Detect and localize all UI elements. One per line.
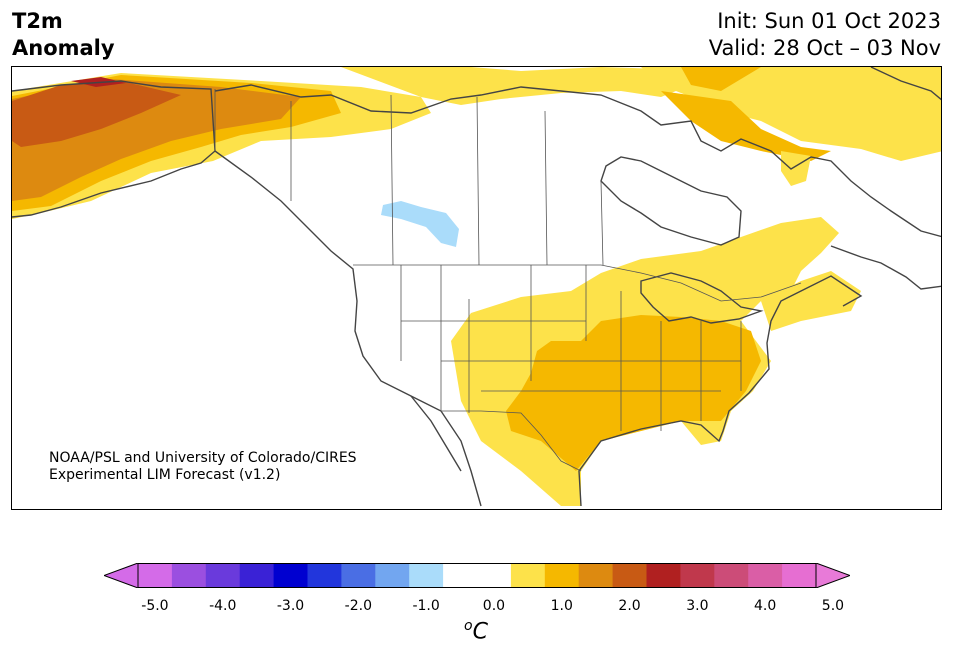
anomaly-map <box>11 66 942 510</box>
colorbar-bin <box>307 563 342 588</box>
northeast-anomaly-yellow <box>761 271 861 331</box>
valid-date: Valid: 28 Oct – 03 Nov <box>708 36 941 60</box>
colorbar-bin <box>239 563 275 588</box>
forecast-dates: Init: Sun 01 Oct 2023 Valid: 28 Oct – 03… <box>709 8 941 62</box>
colorbar-bin <box>578 563 614 588</box>
colorbar-bin <box>612 563 647 588</box>
map-title: T2m Anomaly <box>12 8 115 62</box>
colorbar-tick-label: 3.0 <box>686 598 709 614</box>
us-anomaly-gold <box>506 315 761 471</box>
colorbar-tick-label: -3.0 <box>276 598 305 614</box>
arctic-anomaly-yellow <box>341 67 701 105</box>
colorbar-tick-label: -5.0 <box>141 598 169 614</box>
us-mexico-border <box>441 410 582 472</box>
colorbar <box>104 563 850 588</box>
colorbar-tick-label: 2.0 <box>618 598 641 614</box>
colorbar-tick-label: 4.0 <box>754 598 777 614</box>
credit-line-2: Experimental LIM Forecast (v1.2) <box>49 467 281 483</box>
pacific-coast <box>214 150 482 507</box>
colorbar-unit: oC <box>464 618 488 644</box>
alaska-coast <box>12 80 216 218</box>
great-lakes <box>640 272 764 324</box>
gulf-coast <box>578 275 863 507</box>
colorbar-bin <box>714 563 749 588</box>
greenland-coast <box>870 67 941 101</box>
colorbar-tick-label: -1.0 <box>412 598 440 614</box>
colorbar-tick-label: 1.0 <box>550 598 573 614</box>
colorbar-under-arrow <box>104 563 139 588</box>
colorbar-bin <box>510 563 546 588</box>
nunavut-anomaly-yellow <box>641 67 941 161</box>
labrador-coast <box>830 245 941 290</box>
unit-base: C <box>472 619 488 645</box>
colorbar-bin <box>646 563 681 588</box>
colorbar-bin <box>477 563 512 588</box>
colorbar-bin <box>341 563 376 588</box>
colorbar-bin <box>205 563 241 588</box>
credit-line-1: NOAA/PSL and University of Colorado/CIRE… <box>49 450 357 466</box>
colorbar-bin <box>680 563 715 588</box>
hudson-bay-coast <box>600 156 742 246</box>
colorbar-over-arrow <box>815 563 850 588</box>
colorbar-tick-label: -4.0 <box>209 598 237 614</box>
coastlines <box>12 67 941 507</box>
colorbar-bin <box>409 563 444 588</box>
colorbar-bin <box>544 563 580 588</box>
colorbar-tick-label: -2.0 <box>344 598 373 614</box>
colorbar-outline <box>137 563 817 588</box>
colorbar-tick-label: 0.0 <box>482 598 506 614</box>
colorbar-bin <box>375 563 410 588</box>
colorbar-bin <box>443 563 478 588</box>
colorbar-bin <box>273 563 308 588</box>
colorbar-tick-label: 5.0 <box>821 598 845 614</box>
us-canada-border <box>353 264 802 302</box>
baffin-anomaly-gold <box>681 67 761 91</box>
alaska-anomaly-darkorange <box>12 81 181 147</box>
map-credit: NOAA/PSL and University of Colorado/CIRE… <box>49 450 357 484</box>
prairie-anomaly-cool <box>381 201 459 247</box>
colorbar-bin <box>782 563 817 588</box>
title-line-1: T2m <box>12 9 63 33</box>
state-lines <box>400 265 742 431</box>
colorbar-bin <box>138 563 173 588</box>
baja-coast <box>410 395 462 472</box>
province-lines <box>290 94 604 266</box>
title-line-2: Anomaly <box>12 36 115 60</box>
unit-superscript: o <box>464 618 473 634</box>
nunavut-anomaly-gold <box>661 91 831 161</box>
hudson-anomaly-yellow <box>781 151 811 186</box>
init-date: Init: Sun 01 Oct 2023 <box>717 9 941 33</box>
canadian-arctic-coast <box>214 84 941 238</box>
map-canvas <box>12 67 941 507</box>
colorbar-bin <box>171 563 207 588</box>
colorbar-bins <box>138 563 817 588</box>
colorbar-bin <box>748 563 783 588</box>
borders <box>214 89 802 472</box>
